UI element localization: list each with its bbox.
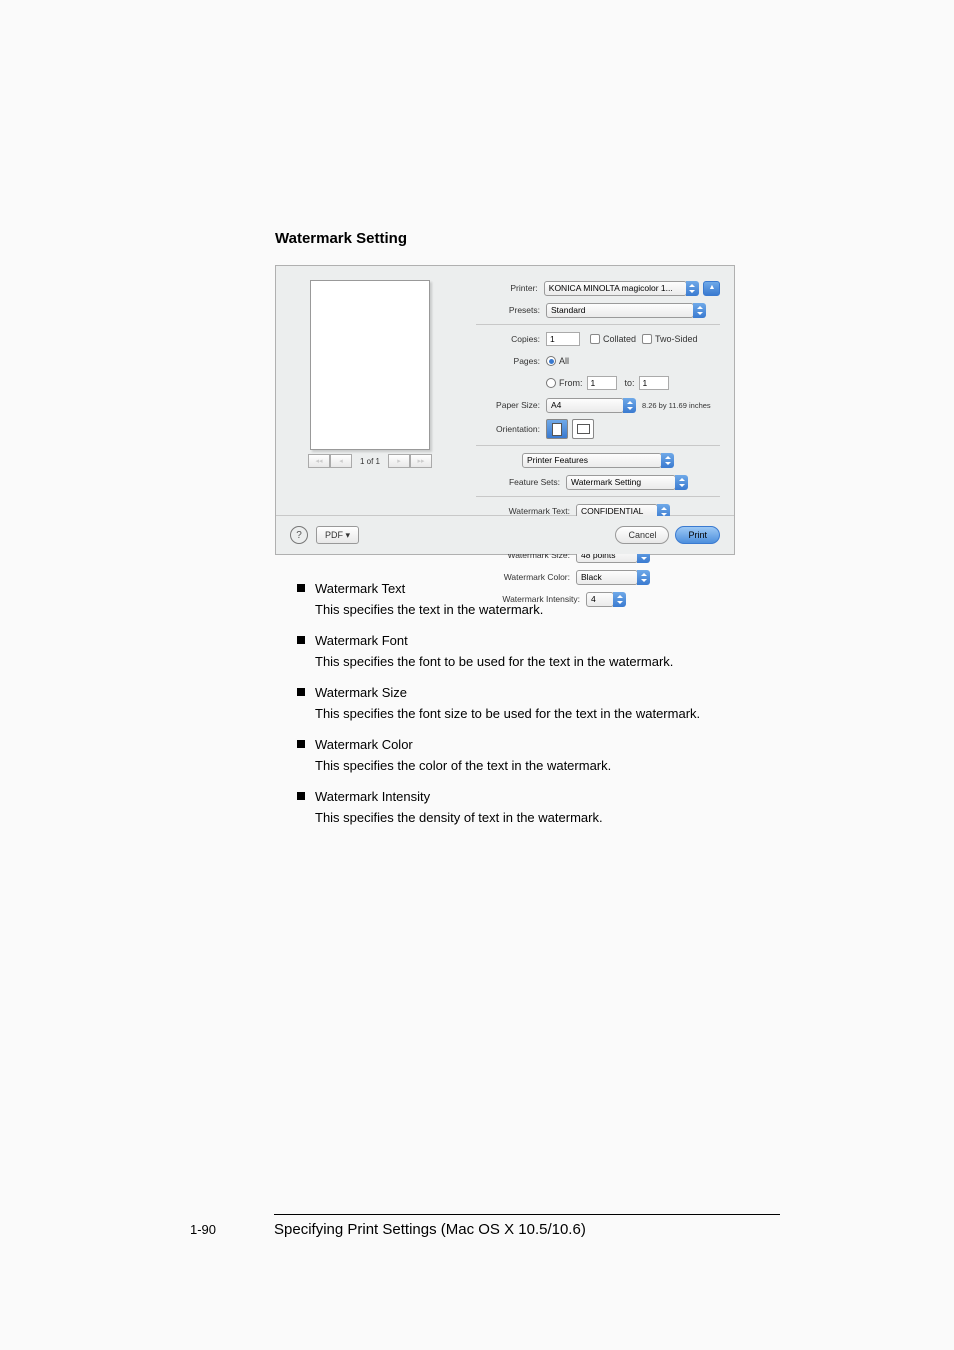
collated-checkbox[interactable] [590, 334, 600, 344]
pages-from-label: From: [559, 378, 583, 388]
presets-label: Presets: [476, 305, 546, 315]
printer-select[interactable]: KONICA MINOLTA magicolor 1... [544, 281, 687, 296]
nav-page-label: 1 of 1 [360, 457, 380, 466]
select-arrows-icon[interactable] [623, 398, 636, 413]
cancel-button[interactable]: Cancel [615, 526, 669, 544]
copies-input[interactable]: 1 [546, 332, 580, 346]
preview-area: ◂◂ ◂ 1 of 1 ▸ ▸▸ [290, 280, 450, 500]
page-heading: Watermark Setting [275, 230, 735, 247]
bullet-icon [297, 740, 305, 748]
pages-all-radio[interactable] [546, 356, 556, 366]
list-item: Watermark Color This specifies the color … [275, 735, 735, 775]
wm-intensity-label: Watermark Intensity: [476, 594, 586, 604]
bullet-icon [297, 792, 305, 800]
help-icon[interactable]: ? [290, 526, 308, 544]
wm-text-label: Watermark Text: [476, 506, 576, 516]
pages-all-label: All [559, 356, 569, 366]
landscape-icon [577, 424, 590, 434]
footer-page-number: 1-90 [190, 1222, 274, 1237]
collated-label: Collated [603, 334, 636, 344]
bullet-icon [297, 688, 305, 696]
orientation-landscape-button[interactable] [572, 419, 594, 439]
printer-label: Printer: [476, 283, 544, 293]
bullet-icon [297, 636, 305, 644]
nav-first-icon[interactable]: ◂◂ [308, 454, 330, 468]
copies-label: Copies: [476, 334, 546, 344]
select-arrows-icon[interactable] [675, 475, 688, 490]
bullet-desc: This specifies the font to be used for t… [315, 654, 673, 669]
preview-page [310, 280, 430, 450]
nav-next-icon[interactable]: ▸ [388, 454, 410, 468]
select-arrows-icon[interactable] [613, 592, 626, 607]
papersize-label: Paper Size: [476, 400, 546, 410]
select-arrows-icon[interactable] [693, 303, 706, 318]
wm-color-select[interactable]: Black [576, 570, 638, 585]
print-button[interactable]: Print [675, 526, 720, 544]
pages-to-label: to: [625, 378, 635, 388]
section-select[interactable]: Printer Features [522, 453, 662, 468]
pages-from-input[interactable]: 1 [587, 376, 617, 390]
bullet-title: Watermark Font [315, 631, 673, 651]
nav-prev-icon[interactable]: ◂ [330, 454, 352, 468]
wm-intensity-select[interactable]: 4 [586, 592, 614, 607]
featuresets-select[interactable]: Watermark Setting [566, 475, 676, 490]
presets-select[interactable]: Standard [546, 303, 694, 318]
featuresets-label: Feature Sets: [476, 477, 566, 487]
select-arrows-icon[interactable] [637, 570, 650, 585]
print-dialog: ◂◂ ◂ 1 of 1 ▸ ▸▸ Printer: KONICA MINOLTA… [275, 265, 735, 555]
bullet-title: Watermark Color [315, 735, 611, 755]
bullet-title: Watermark Intensity [315, 787, 603, 807]
bullet-icon [297, 584, 305, 592]
footer-title: Specifying Print Settings (Mac OS X 10.5… [274, 1221, 586, 1238]
bullets-list: Watermark TextThis specifies the text in… [275, 579, 735, 827]
list-item: Watermark Font This specifies the font to… [275, 631, 735, 671]
two-sided-label: Two-Sided [655, 334, 698, 344]
papersize-dims: 8.26 by 11.69 inches [642, 401, 711, 410]
bullet-title: Watermark Size [315, 683, 700, 703]
portrait-icon [552, 423, 562, 436]
select-arrows-icon[interactable] [686, 281, 699, 296]
pdf-button[interactable]: PDF ▾ [316, 526, 359, 544]
papersize-select[interactable]: A4 [546, 398, 624, 413]
collapse-icon[interactable] [703, 281, 720, 296]
bullet-desc: This specifies the color of the text in … [315, 758, 611, 773]
orientation-portrait-button[interactable] [546, 419, 568, 439]
wm-color-label: Watermark Color: [476, 572, 576, 582]
bullet-desc: This specifies the font size to be used … [315, 706, 700, 721]
bullet-desc: This specifies the density of text in th… [315, 810, 603, 825]
list-item: Watermark Intensity This specifies the de… [275, 787, 735, 827]
orientation-label: Orientation: [476, 424, 546, 434]
pages-to-input[interactable]: 1 [639, 376, 669, 390]
pages-label: Pages: [476, 356, 546, 366]
footer-rule [274, 1214, 780, 1215]
two-sided-checkbox[interactable] [642, 334, 652, 344]
nav-last-icon[interactable]: ▸▸ [410, 454, 432, 468]
pages-from-radio[interactable] [546, 378, 556, 388]
select-arrows-icon[interactable] [661, 453, 674, 468]
list-item: Watermark Size This specifies the font si… [275, 683, 735, 723]
